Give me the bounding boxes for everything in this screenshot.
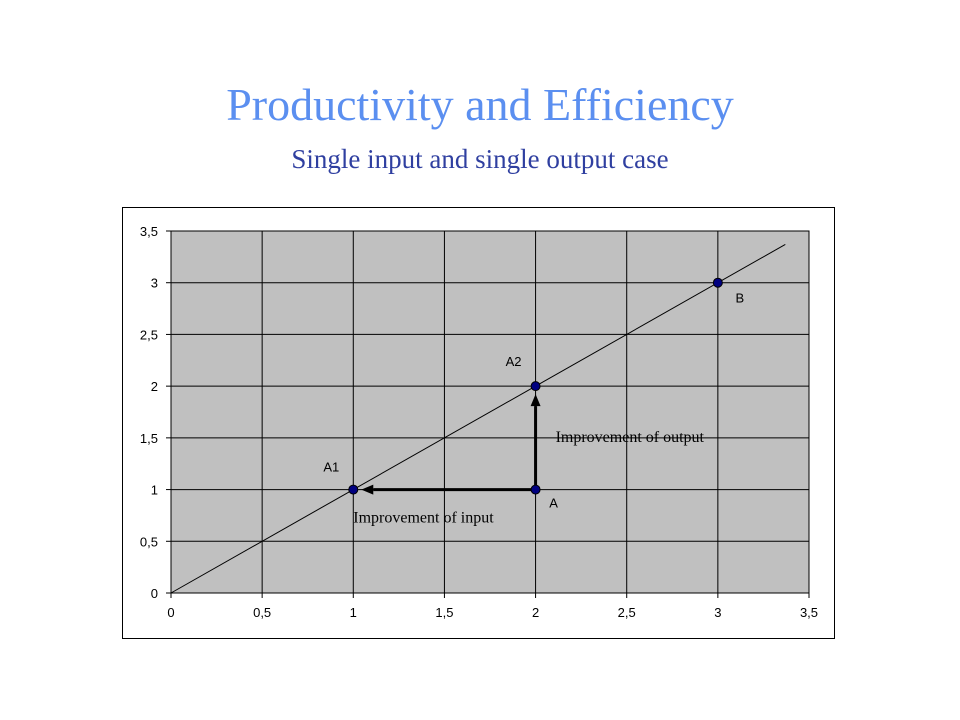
slide-subtitle: Single input and single output case [291, 144, 669, 174]
x-tick-label: 0 [167, 605, 174, 620]
y-tick-label: 1,5 [140, 431, 158, 446]
x-tick-label: 3 [714, 605, 721, 620]
x-tick-label: 1 [350, 605, 357, 620]
arrow-head [361, 484, 374, 495]
grid-lines [166, 230, 810, 598]
y-tick-label: 0,5 [140, 534, 158, 549]
efficiency-chart: 0 0,5 1 1,5 2 2,5 3 3,5 0 0,5 1 1,5 2 2,5 3 3,5 Improve… [122, 207, 835, 639]
y-tick-label: 0 [151, 586, 158, 601]
x-tick-label: 3,5 [800, 605, 818, 620]
arrow-label-input: Improvement of input [353, 510, 494, 527]
arrow-label-output: Improvement of output [556, 429, 705, 446]
x-tick-label: 2 [532, 605, 539, 620]
y-tick-label: 2 [151, 379, 158, 394]
point-labels: A1 A A2 B [323, 291, 744, 511]
improvement-arrows: Improvement of input Improvement of outpu… [353, 394, 705, 527]
arrow-head [530, 394, 541, 407]
data-point-a1 [348, 484, 359, 495]
data-points [348, 277, 723, 495]
x-tick-label: 1,5 [435, 605, 453, 620]
y-tick-label: 1 [151, 483, 158, 498]
y-tick-label: 3,5 [140, 224, 158, 239]
point-label-b: B [736, 291, 745, 306]
x-tick-label: 0,5 [253, 605, 271, 620]
point-label-a2: A2 [506, 354, 522, 369]
data-point-a [530, 484, 541, 495]
data-point-b [712, 277, 723, 288]
frontier-line [170, 244, 786, 594]
slide-title: Productivity and Efficiency [226, 79, 734, 130]
point-label-a1: A1 [323, 460, 339, 475]
y-tick-label: 2,5 [140, 327, 158, 342]
tick-labels: 0 0,5 1 1,5 2 2,5 3 3,5 0 0,5 1 1,5 2 2,5 3 3,5 [140, 224, 818, 620]
data-point-a2 [530, 381, 541, 392]
x-tick-label: 2,5 [618, 605, 636, 620]
point-label-a: A [549, 496, 558, 511]
y-tick-label: 3 [151, 276, 158, 291]
